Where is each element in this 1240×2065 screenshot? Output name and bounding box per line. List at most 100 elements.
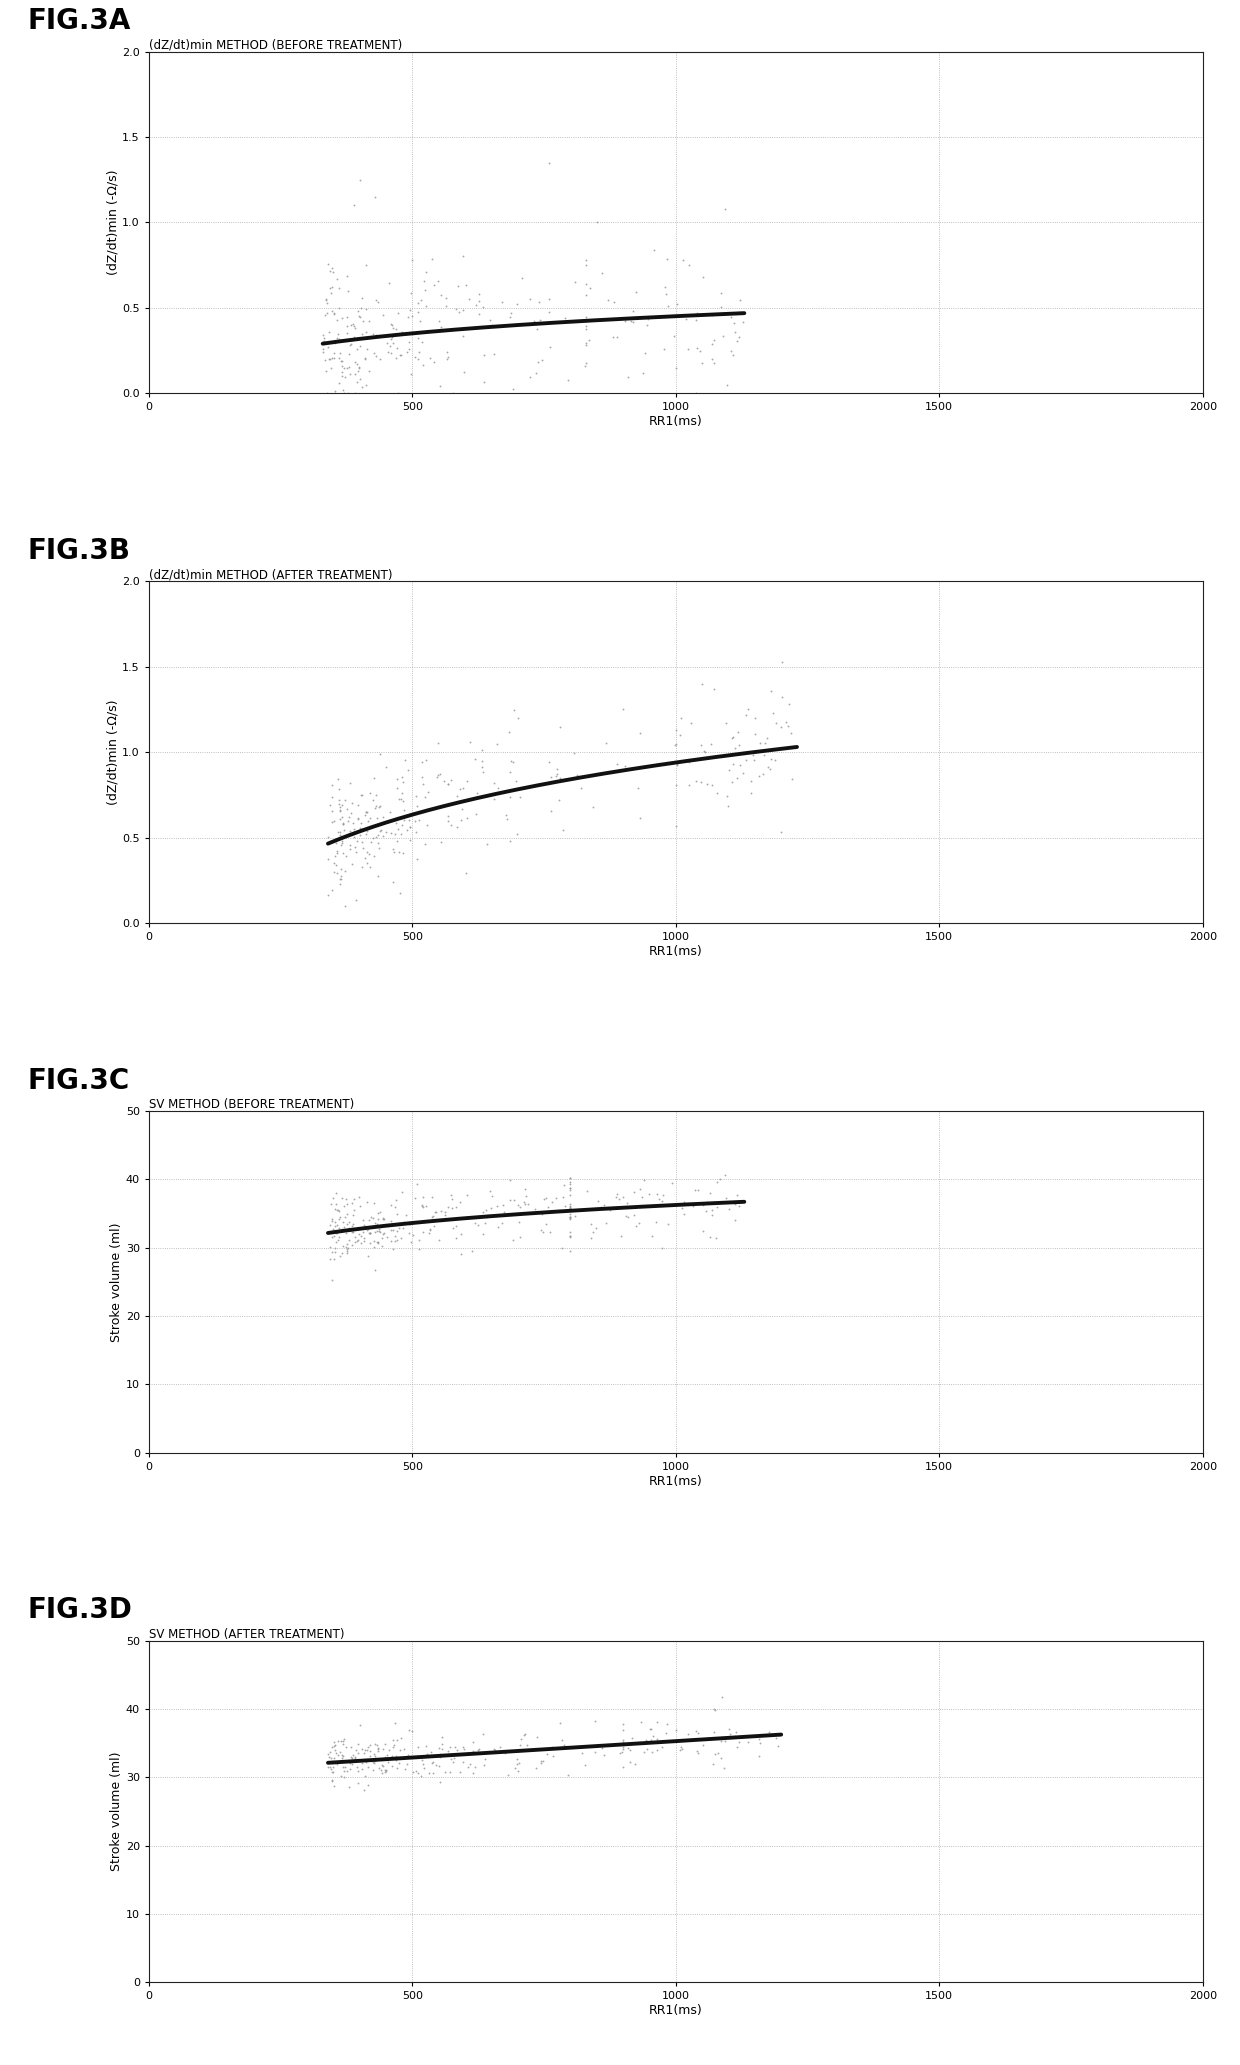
Point (677, 1718, 697, 1751)
Point (319, 1741, 339, 1774)
Point (408, 322, 428, 355)
Point (501, 297, 521, 330)
Point (381, 330, 401, 363)
Point (722, 766, 742, 799)
Point (351, 291, 371, 324)
Point (386, 1183, 405, 1216)
Point (531, 1745, 551, 1778)
Point (339, 1231, 358, 1264)
Point (325, 855, 345, 888)
Point (327, 262, 347, 295)
Point (331, 1724, 351, 1757)
Point (387, 341, 407, 374)
Point (637, 308, 657, 341)
Point (399, 1206, 419, 1239)
Point (322, 1755, 342, 1788)
Point (642, 1220, 662, 1253)
Point (340, 766, 360, 799)
Point (351, 1708, 371, 1741)
Point (325, 1231, 345, 1264)
Point (453, 772, 472, 805)
Point (330, 1202, 350, 1235)
Point (332, 301, 352, 335)
Point (365, 1737, 384, 1770)
Point (386, 1706, 405, 1739)
Point (451, 1218, 471, 1251)
Point (387, 1198, 407, 1231)
Point (567, 760, 587, 793)
Point (417, 1189, 436, 1222)
Point (503, 745, 523, 779)
Point (321, 1220, 341, 1253)
Point (401, 293, 420, 326)
Point (345, 188, 365, 221)
Point (396, 1200, 415, 1233)
Point (688, 1173, 708, 1206)
Point (577, 1175, 596, 1208)
Point (407, 816, 427, 849)
Point (345, 1741, 365, 1774)
Point (558, 363, 578, 396)
Point (342, 1747, 362, 1780)
Point (331, 1759, 351, 1792)
Point (393, 785, 413, 818)
Point (505, 1751, 525, 1784)
Point (368, 1733, 388, 1766)
Point (560, 1192, 580, 1225)
Point (577, 326, 596, 359)
Point (538, 295, 558, 328)
Point (572, 1737, 591, 1770)
Point (487, 770, 507, 803)
Point (398, 1216, 418, 1249)
Point (414, 1751, 434, 1784)
Point (444, 1741, 464, 1774)
Point (616, 1200, 636, 1233)
Point (365, 337, 384, 370)
Point (353, 1204, 373, 1237)
Point (402, 1225, 422, 1258)
Point (469, 279, 489, 312)
Point (358, 1212, 378, 1245)
Point (348, 801, 368, 834)
Point (422, 1747, 441, 1780)
Point (636, 1724, 656, 1757)
Point (773, 679, 792, 712)
Point (443, 1212, 463, 1245)
Point (384, 318, 404, 351)
Point (330, 863, 350, 896)
Point (358, 1216, 378, 1249)
Point (419, 314, 439, 347)
Point (391, 1735, 410, 1768)
Point (596, 727, 616, 760)
Point (339, 337, 358, 370)
Point (755, 727, 775, 760)
Point (470, 297, 490, 330)
Point (723, 721, 743, 754)
Point (414, 828, 434, 861)
Point (403, 797, 423, 830)
Point (548, 1194, 568, 1227)
Point (635, 1737, 655, 1770)
Point (332, 345, 352, 378)
Point (339, 275, 358, 308)
Point (427, 1749, 446, 1782)
Point (322, 1264, 342, 1297)
Point (418, 809, 438, 843)
Point (366, 1216, 386, 1249)
Point (577, 248, 596, 281)
Point (368, 1227, 388, 1260)
Point (332, 1726, 352, 1759)
Point (485, 1733, 505, 1766)
Point (434, 764, 454, 797)
Point (356, 248, 376, 281)
Point (541, 330, 560, 363)
Point (353, 1216, 373, 1249)
Point (444, 1745, 464, 1778)
Point (429, 306, 449, 339)
Point (615, 304, 635, 337)
Point (672, 1733, 692, 1766)
Point (560, 1220, 580, 1253)
Point (702, 1194, 722, 1227)
Point (393, 316, 413, 349)
Point (345, 312, 365, 345)
